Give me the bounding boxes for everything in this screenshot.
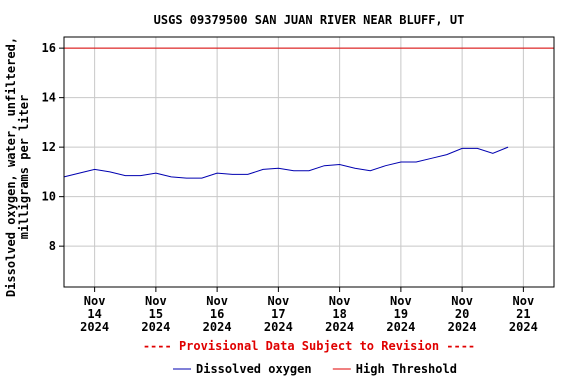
x-tick-label-line: 2024 bbox=[325, 320, 354, 334]
y-tick-label: 12 bbox=[42, 140, 56, 154]
data-line bbox=[63, 146, 509, 179]
x-tick-label: Nov 19 2024 bbox=[386, 294, 415, 334]
x-tick-label-line: 20 bbox=[455, 307, 469, 321]
x-tick-label-line: 15 bbox=[149, 307, 163, 321]
x-tick-label-line: Nov bbox=[268, 294, 290, 308]
x-tick-label-line: 21 bbox=[516, 307, 530, 321]
plot-area bbox=[64, 37, 554, 287]
chart-title: USGS 09379500 SAN JUAN RIVER NEAR BLUFF,… bbox=[154, 13, 465, 27]
x-tick-label-line: 2024 bbox=[509, 320, 538, 334]
x-tick-label-line: 19 bbox=[394, 307, 408, 321]
x-tick-label-line: 17 bbox=[271, 307, 285, 321]
x-tick-label-line: 16 bbox=[210, 307, 224, 321]
x-tick-label-line: Nov bbox=[145, 294, 167, 308]
legend-label: High Threshold bbox=[356, 362, 457, 376]
x-tick-label-line: 2024 bbox=[264, 320, 293, 334]
x-tick-label-line: Nov bbox=[329, 294, 351, 308]
x-tick-label: Nov 21 2024 bbox=[509, 294, 538, 334]
x-tick-label-line: 2024 bbox=[386, 320, 415, 334]
y-tick-label: 8 bbox=[49, 239, 56, 253]
x-tick-label-line: 2024 bbox=[448, 320, 477, 334]
y-tick-label: 10 bbox=[42, 190, 56, 204]
x-tick-label-line: 18 bbox=[332, 307, 346, 321]
x-tick-label-line: Nov bbox=[451, 294, 473, 308]
x-tick-label-line: 2024 bbox=[141, 320, 170, 334]
annotation: ---- Provisional Data Subject to Revisio… bbox=[143, 339, 475, 353]
x-tick-label: Nov 17 2024 bbox=[264, 294, 293, 334]
x-tick-label-line: Nov bbox=[84, 294, 106, 308]
y-tick-label: 14 bbox=[42, 91, 56, 105]
x-tick-label-line: Nov bbox=[513, 294, 535, 308]
x-tick-label-line: 14 bbox=[87, 307, 101, 321]
plot-frame bbox=[63, 36, 555, 288]
y-axis-label: Dissolved oxygen, water, unfiltered, bbox=[4, 37, 18, 297]
x-tick-label: Nov 14 2024 bbox=[80, 294, 109, 334]
x-tick-label-line: 2024 bbox=[80, 320, 109, 334]
x-tick-label: Nov 18 2024 bbox=[325, 294, 354, 334]
x-tick-label-line: Nov bbox=[390, 294, 412, 308]
y-tick-label: 16 bbox=[42, 41, 56, 55]
x-tick-label: Nov 20 2024 bbox=[448, 294, 477, 334]
x-tick-label: Nov 15 2024 bbox=[141, 294, 170, 334]
legend-label: Dissolved oxygen bbox=[196, 362, 312, 376]
x-tick-label: Nov 16 2024 bbox=[203, 294, 232, 334]
y-axis-label: milligrams per liter bbox=[17, 95, 31, 240]
x-tick-label-line: Nov bbox=[206, 294, 228, 308]
x-tick-label-line: 2024 bbox=[203, 320, 232, 334]
